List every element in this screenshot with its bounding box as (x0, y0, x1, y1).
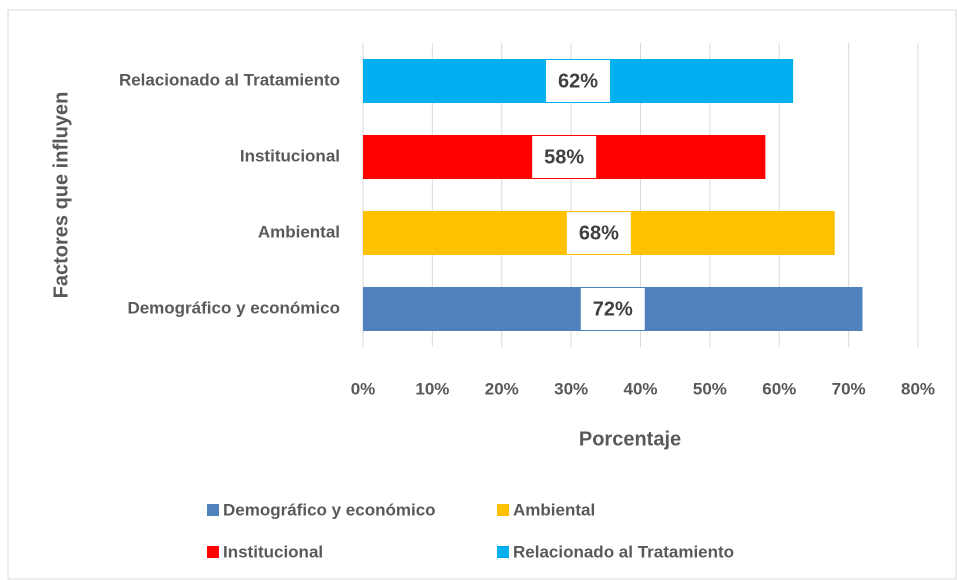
x-tick-label: 10% (415, 379, 449, 398)
legend-swatch (207, 546, 219, 558)
data-label-box (532, 136, 597, 178)
x-tick-label: 30% (554, 379, 588, 398)
x-tick-label: 70% (832, 379, 866, 398)
x-tick-label: 60% (762, 379, 796, 398)
legend-label: Ambiental (513, 500, 595, 519)
legend-swatch (207, 504, 219, 516)
data-label: 58% (544, 146, 584, 168)
data-label: 68% (579, 222, 619, 244)
legend-swatch (497, 546, 509, 558)
x-tick-label: 0% (351, 379, 376, 398)
x-tick-label: 80% (901, 379, 935, 398)
legend-label: Relacionado al Tratamiento (513, 542, 734, 561)
y-tick-label: Ambiental (258, 222, 340, 241)
data-label-box (546, 60, 611, 102)
y-axis-label: Factores que influyen (50, 92, 72, 299)
y-tick-label: Institucional (240, 146, 340, 165)
x-tick-label: 40% (623, 379, 657, 398)
data-label-box (580, 288, 645, 330)
x-tick-label: 20% (485, 379, 519, 398)
legend-label: Institucional (223, 542, 323, 561)
legend-swatch (497, 504, 509, 516)
y-tick-label: Demográfico y económico (127, 298, 340, 317)
legend-label: Demográfico y económico (223, 500, 436, 519)
data-label: 72% (593, 298, 633, 320)
data-label: 62% (558, 70, 598, 92)
data-label-box (566, 212, 631, 254)
x-axis-label: Porcentaje (579, 428, 681, 450)
x-tick-label: 50% (693, 379, 727, 398)
y-tick-label: Relacionado al Tratamiento (119, 70, 340, 89)
